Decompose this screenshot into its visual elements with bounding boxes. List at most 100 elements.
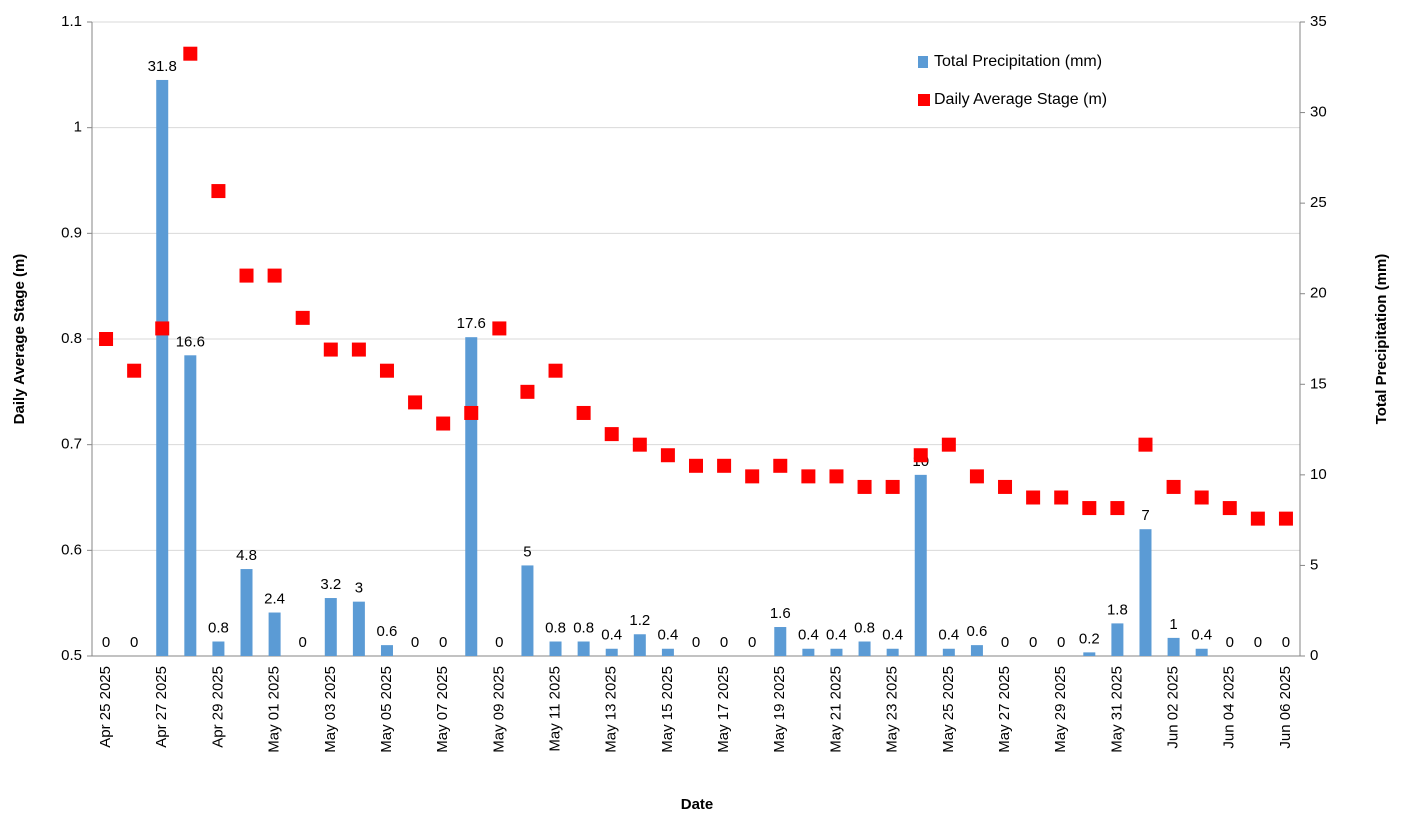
point bbox=[801, 469, 816, 484]
point bbox=[436, 416, 451, 431]
point bbox=[857, 479, 872, 494]
data-label: 0.4 bbox=[826, 627, 847, 644]
legend-swatch bbox=[918, 94, 930, 106]
data-label: 0 bbox=[720, 634, 728, 651]
x-tick-label: May 21 2025 bbox=[827, 666, 844, 753]
x-tick-label: May 09 2025 bbox=[490, 666, 507, 753]
point bbox=[885, 479, 900, 494]
bar bbox=[661, 648, 674, 656]
y-tick-label: 1.1 bbox=[61, 13, 82, 30]
point bbox=[1222, 501, 1237, 516]
y-tick-label: 0.7 bbox=[61, 436, 82, 453]
data-label: 0 bbox=[130, 634, 138, 651]
x-tick-label: May 15 2025 bbox=[659, 666, 676, 753]
data-label: 0.4 bbox=[1191, 627, 1212, 644]
point bbox=[689, 458, 703, 473]
data-label: 3.2 bbox=[320, 576, 341, 593]
point bbox=[492, 321, 507, 336]
point bbox=[323, 342, 338, 357]
point bbox=[941, 437, 956, 452]
data-label: 0 bbox=[748, 634, 756, 651]
x-tick-label: May 17 2025 bbox=[715, 666, 732, 753]
point bbox=[1166, 479, 1181, 494]
bar bbox=[858, 641, 871, 656]
bar bbox=[352, 601, 365, 656]
data-label: 16.6 bbox=[176, 333, 205, 350]
data-label: 0 bbox=[1226, 634, 1234, 651]
point bbox=[576, 405, 591, 420]
x-tick-label: May 25 2025 bbox=[940, 666, 957, 753]
bar bbox=[380, 645, 393, 656]
point bbox=[211, 184, 226, 199]
data-label: 0.8 bbox=[854, 619, 875, 636]
x-tick-label: May 11 2025 bbox=[547, 666, 564, 752]
data-label: 0.4 bbox=[601, 627, 622, 644]
legend-label: Daily Average Stage (m) bbox=[934, 91, 1107, 108]
bar bbox=[774, 627, 787, 656]
point bbox=[660, 448, 675, 463]
y2-axis-label: Total Precipitation (mm) bbox=[1373, 254, 1390, 425]
data-label: 0 bbox=[1254, 634, 1262, 651]
bar bbox=[942, 648, 955, 656]
bar bbox=[1111, 623, 1124, 656]
x-tick-label: May 29 2025 bbox=[1052, 666, 1069, 753]
y-axis-label: Daily Average Stage (m) bbox=[11, 254, 28, 425]
y2-tick-label: 15 bbox=[1310, 375, 1327, 392]
bar bbox=[605, 648, 618, 656]
y-tick-label: 1 bbox=[74, 119, 82, 136]
point bbox=[632, 437, 647, 452]
point bbox=[408, 395, 423, 410]
point bbox=[239, 268, 254, 283]
point bbox=[1026, 490, 1041, 505]
point bbox=[267, 268, 282, 283]
bar bbox=[465, 337, 478, 656]
y-tick-label: 0.6 bbox=[61, 541, 82, 558]
point bbox=[1054, 490, 1069, 505]
y2-tick-label: 5 bbox=[1310, 556, 1318, 573]
point bbox=[1110, 501, 1125, 516]
bar bbox=[1167, 637, 1180, 656]
x-tick-label: May 31 2025 bbox=[1108, 666, 1125, 753]
point bbox=[99, 332, 114, 346]
point bbox=[1250, 511, 1265, 526]
x-tick-label: Jun 04 2025 bbox=[1221, 666, 1238, 749]
point bbox=[969, 469, 984, 484]
point bbox=[604, 427, 619, 442]
data-label: 2.4 bbox=[264, 590, 285, 607]
bar bbox=[1083, 652, 1096, 656]
point bbox=[464, 405, 479, 420]
data-label: 0.6 bbox=[967, 623, 988, 640]
legend-label: Total Precipitation (mm) bbox=[934, 53, 1102, 70]
data-label: 0.8 bbox=[545, 619, 566, 636]
data-label: 0 bbox=[1282, 634, 1290, 651]
x-tick-label: May 27 2025 bbox=[996, 666, 1013, 753]
bar bbox=[1139, 529, 1152, 656]
data-label: 4.8 bbox=[236, 547, 257, 564]
point bbox=[183, 46, 198, 61]
data-label: 1 bbox=[1169, 616, 1177, 633]
y2-tick-label: 20 bbox=[1310, 285, 1327, 302]
y2-tick-label: 10 bbox=[1310, 466, 1327, 483]
data-label: 0 bbox=[299, 634, 307, 651]
bar bbox=[914, 474, 927, 656]
data-label: 1.8 bbox=[1107, 601, 1128, 618]
y-tick-label: 0.5 bbox=[61, 647, 82, 664]
x-tick-label: May 01 2025 bbox=[266, 666, 283, 753]
bar bbox=[886, 648, 899, 656]
x-tick-label: May 13 2025 bbox=[603, 666, 620, 753]
bar bbox=[240, 569, 253, 656]
x-tick-label: Apr 29 2025 bbox=[209, 666, 226, 748]
point bbox=[1138, 437, 1153, 452]
bar bbox=[970, 645, 983, 656]
bar bbox=[577, 641, 590, 656]
bar bbox=[549, 641, 562, 656]
y2-tick-label: 30 bbox=[1310, 104, 1327, 121]
point bbox=[745, 469, 760, 484]
point bbox=[548, 363, 563, 378]
data-label: 0 bbox=[102, 634, 110, 651]
point bbox=[351, 342, 366, 357]
bar bbox=[830, 648, 843, 656]
point bbox=[1082, 501, 1097, 516]
x-tick-label: May 03 2025 bbox=[322, 666, 339, 753]
bar bbox=[633, 634, 646, 656]
